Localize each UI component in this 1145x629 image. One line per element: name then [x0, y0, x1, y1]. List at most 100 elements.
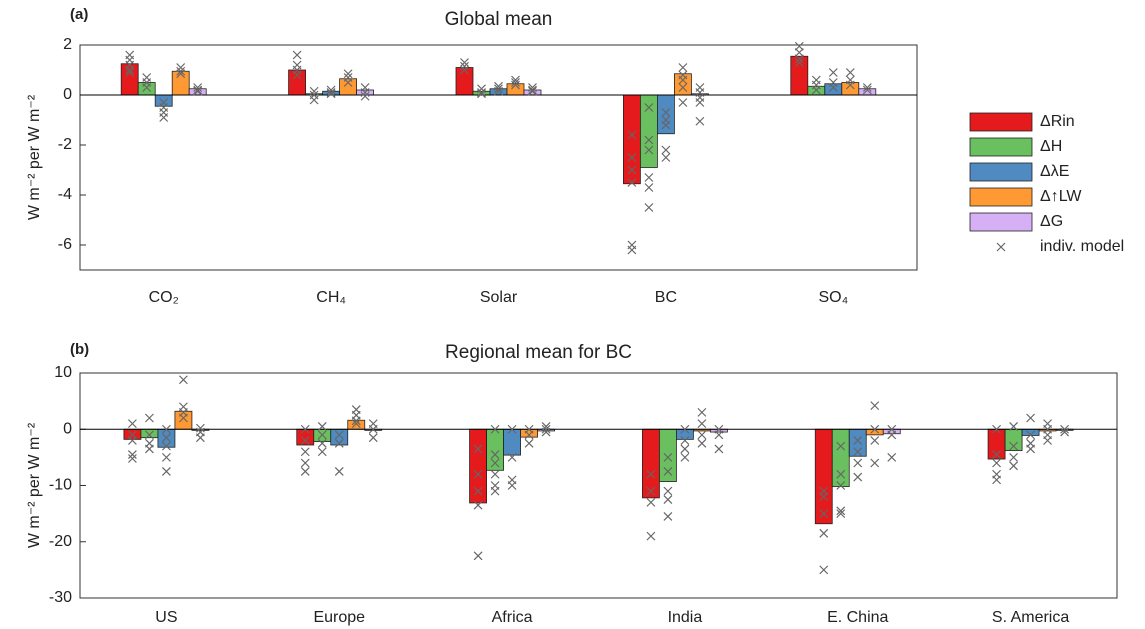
- model-marker: [490, 424, 500, 434]
- model-marker: [644, 203, 654, 212]
- x-tick-label: SO₄: [818, 289, 848, 306]
- model-marker: [819, 565, 829, 575]
- model-marker: [794, 48, 804, 57]
- model-marker: [644, 183, 654, 192]
- model-marker: [992, 450, 1002, 459]
- model-marker: [161, 441, 171, 451]
- model-marker: [142, 83, 152, 92]
- model-marker: [511, 78, 520, 87]
- model-marker: [300, 467, 310, 476]
- legend-label: indiv. model: [1040, 238, 1124, 255]
- bar: [140, 428, 159, 439]
- bar: [674, 73, 692, 96]
- model-marker: [646, 469, 656, 479]
- model-marker: [663, 495, 673, 504]
- bar: [137, 82, 156, 96]
- model-marker: [714, 444, 724, 454]
- y-tick-label: -30: [49, 589, 72, 606]
- model-marker: [343, 78, 353, 87]
- model-marker: [644, 173, 654, 182]
- model-marker: [695, 98, 705, 107]
- model-marker: [127, 450, 137, 459]
- model-marker: [490, 450, 500, 459]
- model-marker: [541, 427, 551, 437]
- y-tick-label: 2: [63, 36, 72, 53]
- bar: [503, 428, 521, 456]
- model-marker: [836, 506, 846, 516]
- panel-label: (b): [70, 341, 89, 358]
- model-marker: [300, 436, 310, 445]
- legend-swatch: [969, 212, 1033, 232]
- model-marker: [176, 66, 186, 76]
- model-marker: [195, 423, 205, 433]
- model-marker: [644, 135, 654, 145]
- model-marker: [646, 497, 656, 507]
- model-marker: [300, 458, 310, 468]
- model-marker: [178, 413, 188, 423]
- legend-swatch: [969, 162, 1033, 182]
- model-marker: [473, 469, 483, 479]
- model-marker: [644, 145, 654, 155]
- model-marker: [853, 436, 863, 445]
- legend-swatch: [969, 112, 1033, 132]
- x-tick-label: India: [668, 609, 703, 626]
- model-marker: [326, 89, 336, 99]
- model-marker: [193, 83, 203, 92]
- bar: [288, 69, 307, 96]
- model-marker: [494, 84, 503, 94]
- model-marker: [836, 469, 846, 479]
- model-marker: [125, 68, 135, 77]
- model-marker: [334, 430, 344, 440]
- model-marker: [794, 41, 804, 51]
- legend-marker: [996, 242, 1006, 252]
- model-marker: [678, 75, 688, 85]
- model-marker: [326, 85, 336, 95]
- y-axis-label: W m⁻² per W m⁻²: [26, 422, 43, 548]
- bar: [659, 428, 677, 482]
- model-marker: [127, 454, 137, 463]
- model-marker: [663, 512, 673, 521]
- model-marker: [178, 375, 188, 385]
- bar: [831, 428, 850, 488]
- model-marker: [853, 472, 863, 482]
- model-marker: [351, 419, 361, 429]
- model-marker: [292, 70, 302, 80]
- model-marker: [144, 444, 154, 454]
- legend-swatch: [969, 187, 1033, 207]
- model-marker: [460, 65, 469, 75]
- bar: [676, 428, 694, 440]
- model-marker: [460, 58, 469, 67]
- model-marker: [663, 467, 673, 476]
- x-tick-label: Africa: [492, 609, 533, 626]
- model-marker: [343, 69, 353, 79]
- legend-label: ΔRin: [1040, 113, 1075, 130]
- bar: [486, 428, 504, 471]
- model-marker: [490, 486, 500, 496]
- model-marker: [992, 475, 1002, 485]
- model-marker: [144, 430, 154, 440]
- model-marker: [507, 424, 517, 434]
- legend-label: ΔG: [1040, 213, 1063, 230]
- model-marker: [627, 165, 637, 175]
- model-marker: [828, 83, 838, 92]
- model-marker: [646, 486, 656, 496]
- model-marker: [661, 153, 671, 162]
- model-marker: [680, 436, 690, 445]
- chart-title: Regional mean for BC: [445, 342, 632, 363]
- model-marker: [317, 422, 327, 431]
- panel-label: (a): [70, 6, 88, 23]
- model-marker: [317, 430, 327, 440]
- model-marker: [309, 95, 319, 105]
- bar: [814, 428, 833, 525]
- model-marker: [1026, 444, 1036, 454]
- model-marker: [1009, 452, 1019, 462]
- model-marker: [1009, 461, 1019, 471]
- legend-marker-icon: [996, 242, 1006, 252]
- model-marker: [292, 50, 302, 60]
- bar: [339, 78, 358, 96]
- model-marker: [680, 444, 690, 454]
- model-marker: [368, 433, 378, 443]
- model-marker: [870, 424, 880, 434]
- model-marker: [697, 438, 707, 448]
